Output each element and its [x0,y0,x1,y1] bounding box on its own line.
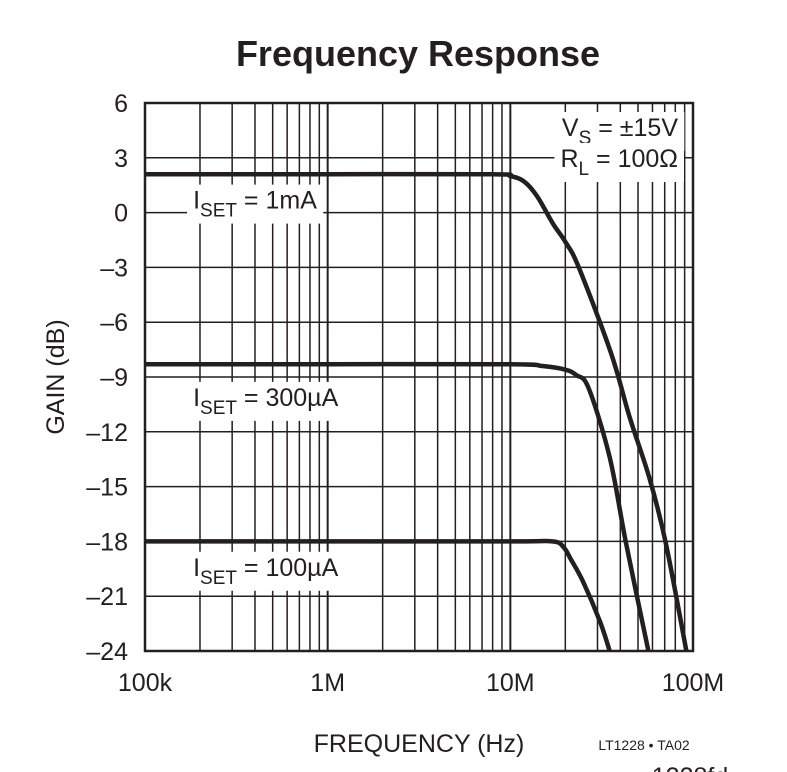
x-axis-label: FREQUENCY (Hz) [314,730,525,758]
label-rest: = 100Ω [589,145,678,173]
x-tick-labels: 100k 1M 10M 100M [118,669,724,697]
series-label: ISET = 100µA [187,551,345,591]
y-axis-label: GAIN (dB) [42,319,70,434]
series-line [145,171,689,651]
y-tick-label: –24 [86,638,128,666]
label-rest: = 300µA [237,384,339,412]
series-line [145,538,612,651]
chart-title: Frequency Response [236,33,600,74]
y-tick-label: –3 [100,254,128,282]
label-rest: = 100µA [237,554,339,582]
label-text: ISET = 1mA [193,187,317,222]
label-text: ISET = 100µA [193,554,339,589]
x-tick-label: 10M [486,669,535,697]
page-code: 1228fd [652,763,728,772]
label-background [187,184,324,224]
y-tick-label: –12 [86,419,128,447]
y-tick-label: –21 [86,583,128,611]
label-text: ISET = 300µA [193,384,339,419]
label-rest: = 1mA [237,187,317,215]
y-tick-label: –9 [100,364,128,392]
label-subscript: SET [200,398,237,419]
x-tick-label: 100k [118,669,173,697]
label-subscript: SET [200,568,237,589]
label-main: V [562,114,579,142]
label-background [187,381,345,421]
figure-id: LT1228 • TA02 [598,737,690,753]
y-tick-labels: 6 3 0 –3 –6 –9 –12 –15 –18 –21 –24 [86,90,128,666]
y-tick-label: –15 [86,474,128,502]
y-tick-label: 3 [114,145,128,173]
label-main: R [560,145,578,173]
label-subscript: SET [200,201,237,222]
label-subscript: L [579,159,590,180]
condition-rl: RL = 100Ω [554,143,684,182]
label-main: I [193,187,200,215]
series-label: ISET = 1mA [187,184,324,224]
label-main: I [193,554,200,582]
plot-frame [143,101,695,653]
label-text: RL = 100Ω [560,145,678,180]
curves [145,171,689,651]
y-tick-label: –6 [100,309,128,337]
y-tick-label: 6 [114,90,128,118]
label-text: VS = ±15V [562,114,678,149]
x-tick-label: 1M [310,669,345,697]
label-background [554,143,684,182]
label-main: I [193,384,200,412]
x-tick-label: 100M [662,669,725,697]
label-rest: = ±15V [591,114,678,142]
y-tick-label: –18 [86,528,128,556]
series-label: ISET = 300µA [187,381,345,421]
label-background [187,551,345,591]
series-line [145,361,651,651]
y-tick-label: 0 [114,200,128,228]
